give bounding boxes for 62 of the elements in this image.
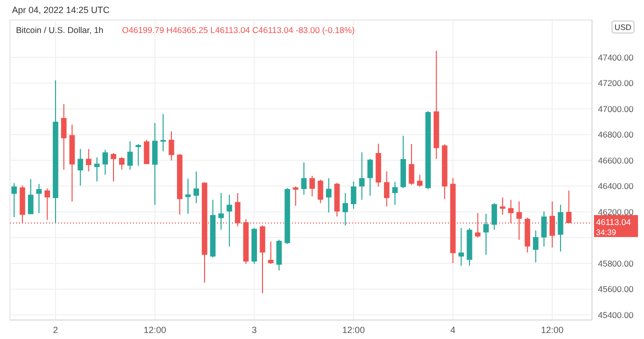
candlestick bbox=[86, 148, 92, 172]
candlestick bbox=[558, 204, 564, 252]
candlestick bbox=[500, 196, 506, 216]
candlestick bbox=[136, 143, 142, 166]
x-tick-label: 12:00 bbox=[540, 325, 564, 335]
candlestick bbox=[36, 184, 42, 214]
text: 34:39 bbox=[596, 228, 617, 238]
text: USD bbox=[614, 23, 632, 32]
y-tick-label: 47400.00 bbox=[598, 52, 634, 62]
y-tick-label: 46800.00 bbox=[598, 130, 634, 140]
candlestick bbox=[350, 180, 356, 210]
annotation: O46199.79 H46365.25 L46113.04 C46113.04 -83.00 (-0.18%) bbox=[122, 25, 355, 35]
y-tick-label: 47200.00 bbox=[598, 78, 634, 88]
candlestick bbox=[226, 194, 232, 247]
candlestick bbox=[384, 170, 390, 207]
text: Apr 04, 2022 14:25 UTC bbox=[12, 5, 110, 15]
y-tick-label: 46200.00 bbox=[598, 206, 634, 217]
text: Bitcoin / U.S. Dollar, 1h bbox=[16, 25, 104, 35]
candlestick bbox=[218, 192, 224, 230]
x-tick-label: 12:00 bbox=[342, 325, 365, 335]
y-tick-label: 47000.00 bbox=[598, 104, 634, 114]
candlestick bbox=[44, 188, 50, 220]
candlestick bbox=[61, 104, 67, 170]
candlestick bbox=[78, 148, 84, 186]
candlestick bbox=[102, 149, 108, 176]
candlestick bbox=[342, 192, 348, 226]
candlestick bbox=[492, 202, 498, 230]
candlestick bbox=[417, 174, 423, 188]
candlestick bbox=[458, 228, 464, 266]
candlestick bbox=[367, 158, 373, 196]
y-tick-label: 46400.00 bbox=[598, 181, 634, 192]
y-tick-label: 45600.00 bbox=[598, 284, 634, 294]
candlestick bbox=[144, 139, 150, 165]
candlestick bbox=[152, 122, 158, 206]
y-tick-label: 45800.00 bbox=[598, 258, 634, 268]
candlestick bbox=[483, 213, 489, 256]
candlestick bbox=[127, 140, 133, 170]
candlestick bbox=[94, 156, 100, 182]
candlestick bbox=[326, 178, 332, 213]
x-tick-label: 3 bbox=[252, 325, 257, 335]
candlestick bbox=[11, 182, 17, 218]
ref-line-label: 46113.04 bbox=[596, 217, 632, 228]
candlestick bbox=[541, 210, 547, 247]
candlestick bbox=[359, 152, 365, 200]
candlestick bbox=[408, 143, 414, 186]
candlestick bbox=[119, 156, 124, 170]
candlestick bbox=[276, 239, 282, 271]
candlestick bbox=[301, 162, 307, 196]
candlestick bbox=[392, 181, 398, 206]
candlestick bbox=[168, 130, 174, 161]
candlestick bbox=[309, 175, 315, 197]
x-tick-label: 2 bbox=[53, 325, 58, 335]
candlestick bbox=[194, 170, 200, 204]
y-tick-label: 45400.00 bbox=[598, 310, 634, 320]
x-tick-label: 4 bbox=[450, 325, 456, 335]
y-tick-label: 46600.00 bbox=[598, 155, 634, 166]
candlestick bbox=[318, 179, 324, 204]
candlestick bbox=[268, 240, 274, 264]
candlestick bbox=[532, 230, 538, 263]
candlestick bbox=[110, 152, 116, 182]
candlestick bbox=[28, 178, 34, 215]
x-tick-label: 12:00 bbox=[144, 325, 166, 335]
